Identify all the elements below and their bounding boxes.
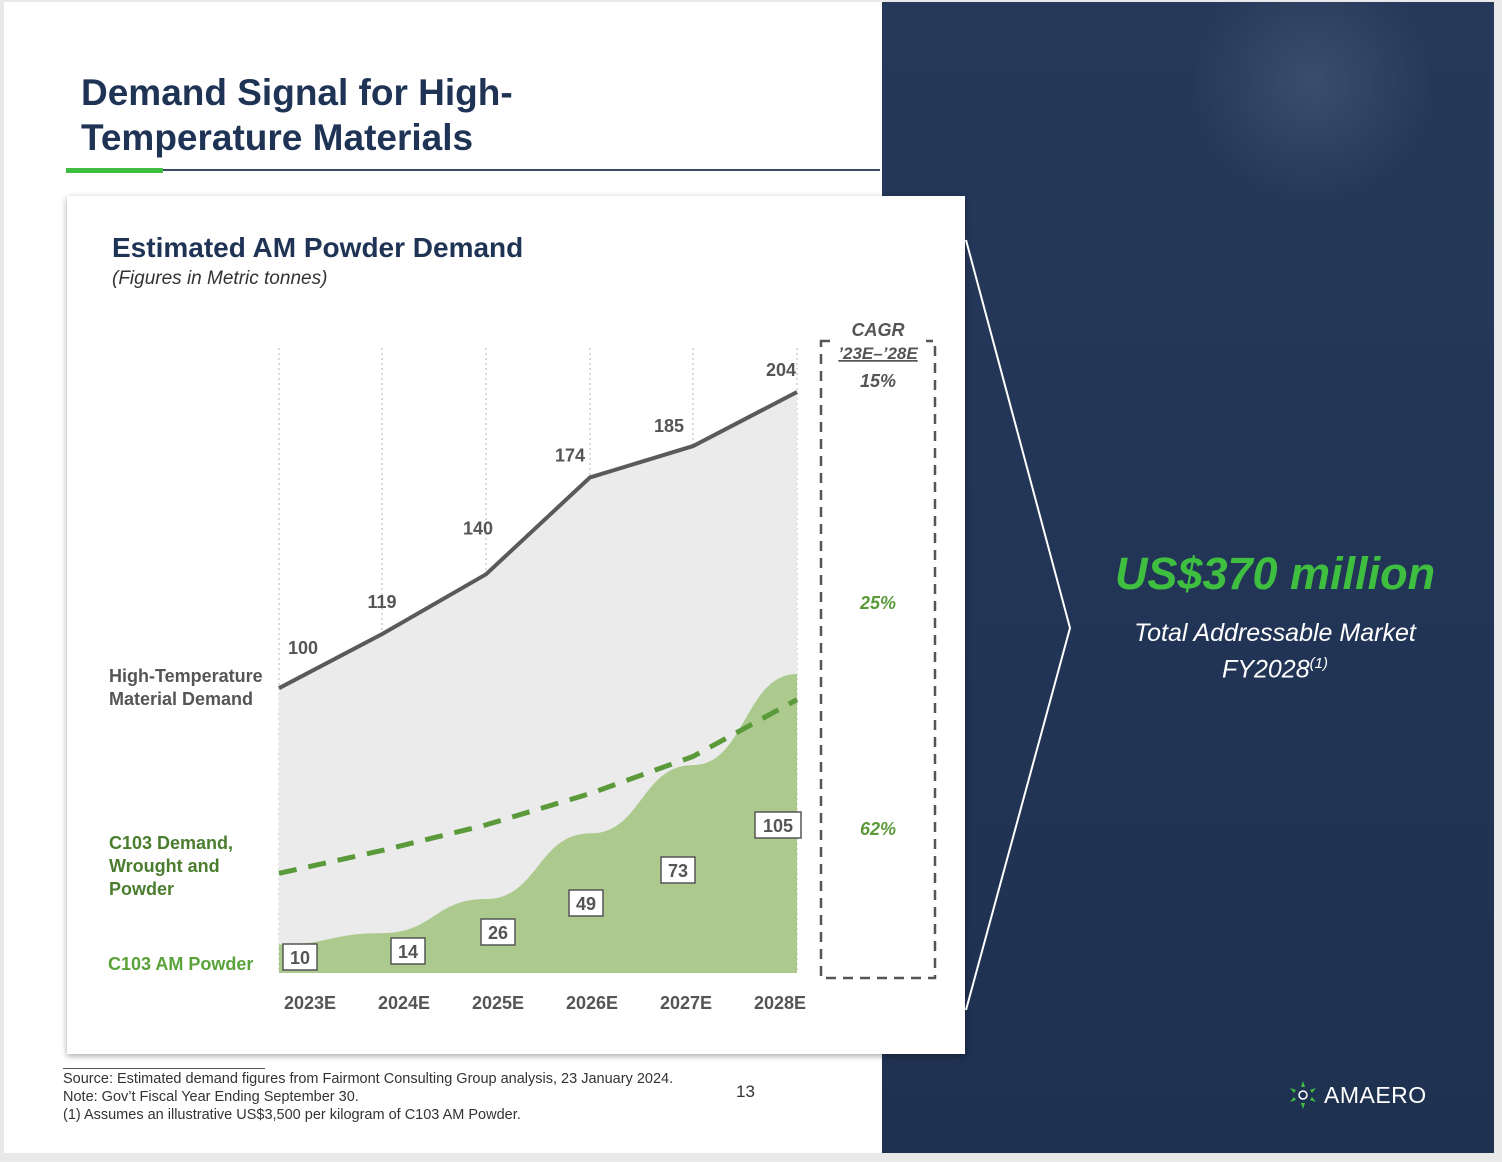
x-tick-label: 2026E <box>566 993 618 1013</box>
high-temp-line <box>278 390 798 690</box>
data-label-text: 49 <box>576 894 596 914</box>
cagr-header: CAGR <box>852 320 905 340</box>
logo-star-icon <box>1290 1081 1316 1109</box>
cagr-c103-am: 62% <box>860 819 896 839</box>
tam-fiscal-year: FY2028(1) <box>1090 655 1460 684</box>
title-underline <box>66 169 880 171</box>
data-label-box <box>480 918 516 946</box>
page-number: 13 <box>736 1082 755 1101</box>
chart-title: Estimated AM Powder Demand <box>112 232 524 263</box>
data-label-box <box>282 943 318 971</box>
series-label-c103-3: Powder <box>109 879 174 899</box>
x-tick-label: 2024E <box>378 993 430 1013</box>
chart-subtitle: (Figures in Metric tonnes) <box>112 268 328 289</box>
data-label-high-temp: 204 <box>766 360 796 380</box>
x-tick-label: 2028E <box>754 993 806 1013</box>
data-label-high-temp: 185 <box>654 416 684 436</box>
cagr-header-bg <box>830 318 926 366</box>
data-label-high-temp: 174 <box>555 445 585 465</box>
series-label-c103: C103 Demand, <box>109 833 233 853</box>
page-title: Demand Signal for High-Temperature Mater… <box>81 72 513 158</box>
chart-marks: 100 119 140 174 185 204 10 14 26 49 73 105 2023E 2024… <box>282 360 806 1013</box>
tam-value: US$370 million <box>1114 548 1436 599</box>
tam-footnote-marker: (1) <box>1309 655 1328 672</box>
data-label-c103-am: 10 <box>282 943 318 971</box>
tam-fy-text: FY2028 <box>1222 655 1310 684</box>
data-label-high-temp: 119 <box>367 592 396 612</box>
data-label-c103-am: 14 <box>390 937 426 965</box>
data-label-c103-am: 26 <box>480 918 516 946</box>
background-satellite-panel <box>882 2 1494 1153</box>
data-label-box <box>660 856 696 884</box>
data-label-c103-am: 49 <box>568 889 604 917</box>
data-label-high-temp: 140 <box>463 518 493 538</box>
series-label-c103-am: C103 AM Powder <box>108 954 253 974</box>
footnote-divider <box>63 1068 265 1069</box>
logo-text: AMAERO <box>1324 1081 1427 1108</box>
series-label-high-temp: High-Temperature <box>109 666 263 686</box>
title-accent-bar <box>66 168 163 173</box>
series-label-high-temp-2: Material Demand <box>109 689 253 709</box>
c103-demand-line <box>278 697 799 876</box>
footnote-note: Note: Gov’t Fiscal Year Ending September… <box>63 1089 359 1105</box>
data-label-text: 73 <box>668 861 688 881</box>
data-label-box <box>754 811 802 839</box>
data-label-box <box>390 937 426 965</box>
chevron-arrow <box>965 239 1072 1011</box>
data-label-c103-am: 73 <box>660 856 696 884</box>
cagr-box <box>819 339 937 980</box>
tam-label: Total Addressable Market <box>1134 619 1416 647</box>
x-tick-label: 2023E <box>284 993 336 1013</box>
amaero-logo: AMAERO <box>1288 1080 1427 1110</box>
footnote-source: Source: Estimated demand figures from Fa… <box>63 1071 674 1087</box>
cagr-period: ’23E–’28E <box>838 344 918 363</box>
cagr-c103: 25% <box>859 593 896 613</box>
data-label-text: 105 <box>763 816 793 836</box>
data-label-box <box>568 889 604 917</box>
c103-am-powder-area <box>279 674 797 973</box>
x-tick-label: 2027E <box>660 993 712 1013</box>
data-label-high-temp: 100 <box>288 638 318 658</box>
data-label-c103-am: 105 <box>754 811 802 839</box>
footnotes: Source: Estimated demand figures from Fa… <box>63 1070 673 1124</box>
cagr-high-temp: 15% <box>860 371 896 391</box>
data-label-text: 10 <box>290 948 310 968</box>
data-label-text: 26 <box>488 923 508 943</box>
series-label-c103-2: Wrought and <box>109 856 220 876</box>
data-label-text: 14 <box>398 942 418 962</box>
footnote-1: (1) Assumes an illustrative US$3,500 per… <box>63 1107 521 1123</box>
x-tick-label: 2025E <box>472 993 524 1013</box>
